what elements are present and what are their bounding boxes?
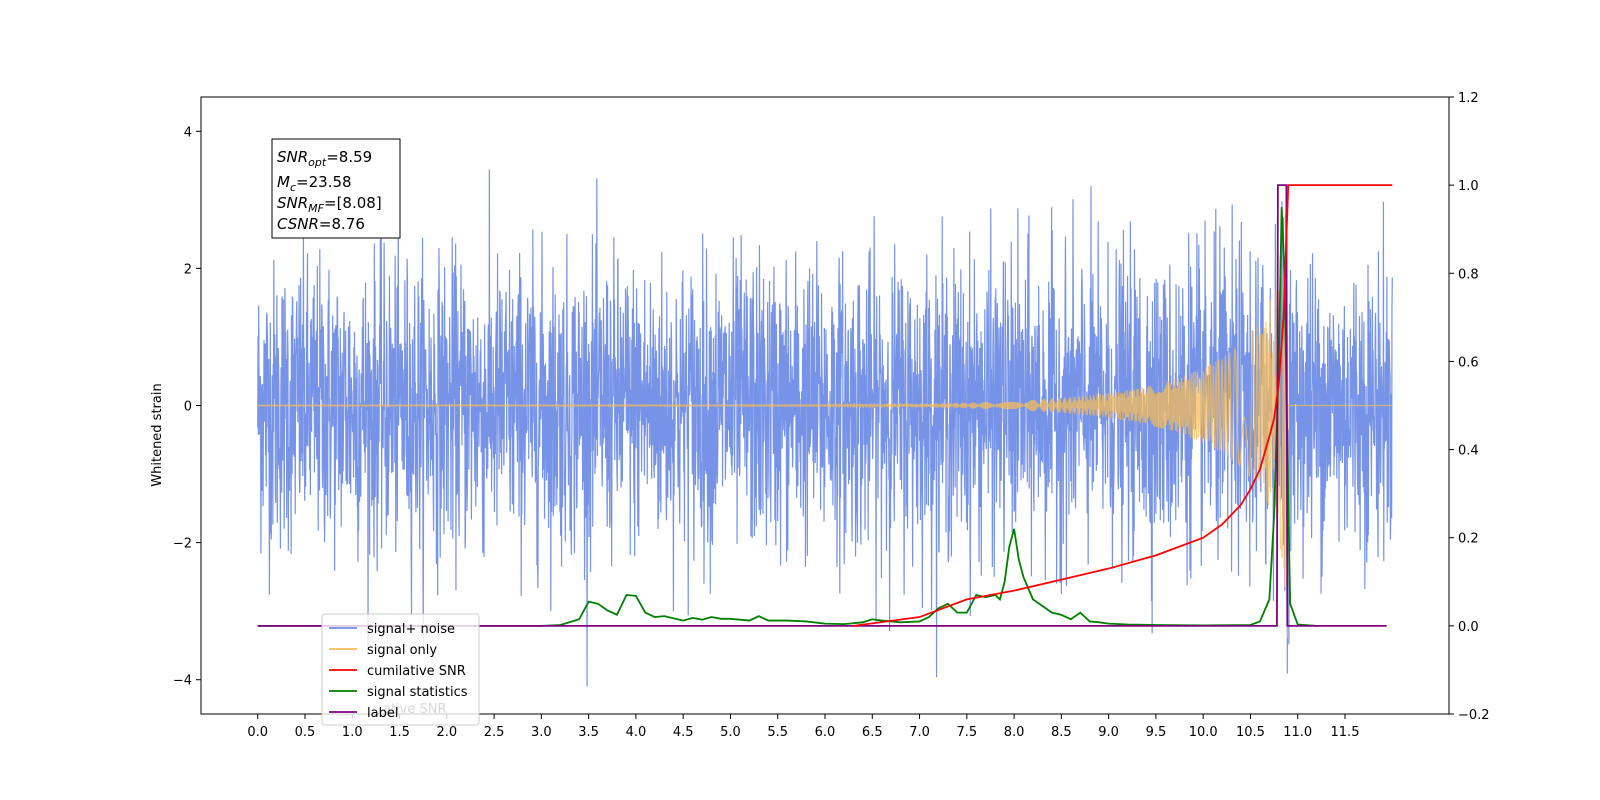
annotation-csnr: CSNR=8.76 — [277, 215, 365, 233]
x-tick-label: 10.5 — [1236, 725, 1265, 740]
x-tick-label: 7.5 — [956, 725, 977, 740]
y-axis-left: 4 2 0 −2 −4 — [173, 125, 201, 689]
x-tick-label: 11.5 — [1331, 725, 1360, 740]
y2-tick-label: 0.2 — [1458, 532, 1479, 547]
x-tick-label: 9.0 — [1098, 725, 1119, 740]
x-tick-label: 3.5 — [578, 725, 599, 740]
x-tick-label: 11.0 — [1283, 725, 1312, 740]
x-tick-label: 1.0 — [342, 725, 363, 740]
legend: ative SNR signal+ noise signal only cumilat… — [321, 613, 480, 726]
x-tick-label: 6.5 — [862, 725, 883, 740]
series-cumulative-snr — [853, 184, 1393, 627]
annotation-snr-mf: SNRMF=[8.08] — [277, 194, 382, 215]
y2-tick-label: 0.4 — [1458, 444, 1479, 459]
x-tick-label: 0.0 — [247, 725, 268, 740]
annotation-snr-opt: SNRopt=8.59 — [277, 148, 372, 169]
legend-frame — [321, 613, 480, 726]
y-axis-label: Whitened strain — [150, 383, 165, 486]
y2-tick-label: 0.0 — [1458, 620, 1479, 635]
x-tick-label: 1.5 — [389, 725, 410, 740]
y-tick-label: 4 — [184, 125, 192, 140]
y2-tick-label: 1.0 — [1458, 179, 1479, 194]
x-tick-label: 4.5 — [673, 725, 694, 740]
x-tick-label: 2.5 — [484, 725, 505, 740]
x-tick-label: 2.0 — [436, 725, 457, 740]
x-tick-label: 8.5 — [1051, 725, 1072, 740]
y2-tick-label: −0.2 — [1458, 708, 1490, 723]
legend-entry: signal only — [367, 643, 437, 658]
series-signal-only — [257, 223, 1393, 639]
x-tick-label: 6.0 — [815, 725, 836, 740]
legend-entry: signal statistics — [367, 685, 468, 700]
y-tick-label: −2 — [173, 537, 192, 552]
x-tick-label: 5.5 — [767, 725, 788, 740]
y-tick-label: −4 — [173, 674, 192, 689]
legend-entry: label — [367, 706, 398, 721]
annotation-chirp-mass: Mc=23.58 — [277, 173, 352, 194]
x-tick-label: 0.5 — [295, 725, 316, 740]
legend-ghost-text: ative SNR — [383, 702, 447, 717]
x-tick-label: 7.0 — [909, 725, 930, 740]
y-tick-label: 0 — [184, 400, 192, 415]
legend-entry: cumilative SNR — [367, 664, 466, 679]
x-tick-label: 5.0 — [720, 725, 741, 740]
y-tick-label: 2 — [184, 262, 192, 277]
x-tick-label: 8.0 — [1004, 725, 1025, 740]
legend-entry: signal+ noise — [367, 622, 455, 637]
y2-tick-label: 1.2 — [1458, 91, 1479, 106]
x-tick-label: 9.5 — [1146, 725, 1167, 740]
series-layer — [257, 169, 1393, 687]
annotation-box: SNRopt=8.59 Mc=23.58 SNRMF=[8.08] CSNR=8… — [271, 138, 401, 239]
x-tick-label: 10.0 — [1189, 725, 1218, 740]
x-tick-label: 4.0 — [626, 725, 647, 740]
x-axis: 0.0 0.5 1.0 1.5 2.0 2.5 3.0 3.5 4.0 4.5 5.0 5.5 6.0 6… — [247, 714, 1359, 740]
y2-tick-label: 0.6 — [1458, 355, 1479, 370]
x-tick-label: 3.0 — [531, 725, 552, 740]
y-axis-right: 1.2 1.0 0.8 0.6 0.4 0.2 0.0 −0.2 — [1449, 91, 1490, 723]
series-label — [257, 184, 1387, 627]
y2-tick-label: 0.8 — [1458, 267, 1479, 282]
